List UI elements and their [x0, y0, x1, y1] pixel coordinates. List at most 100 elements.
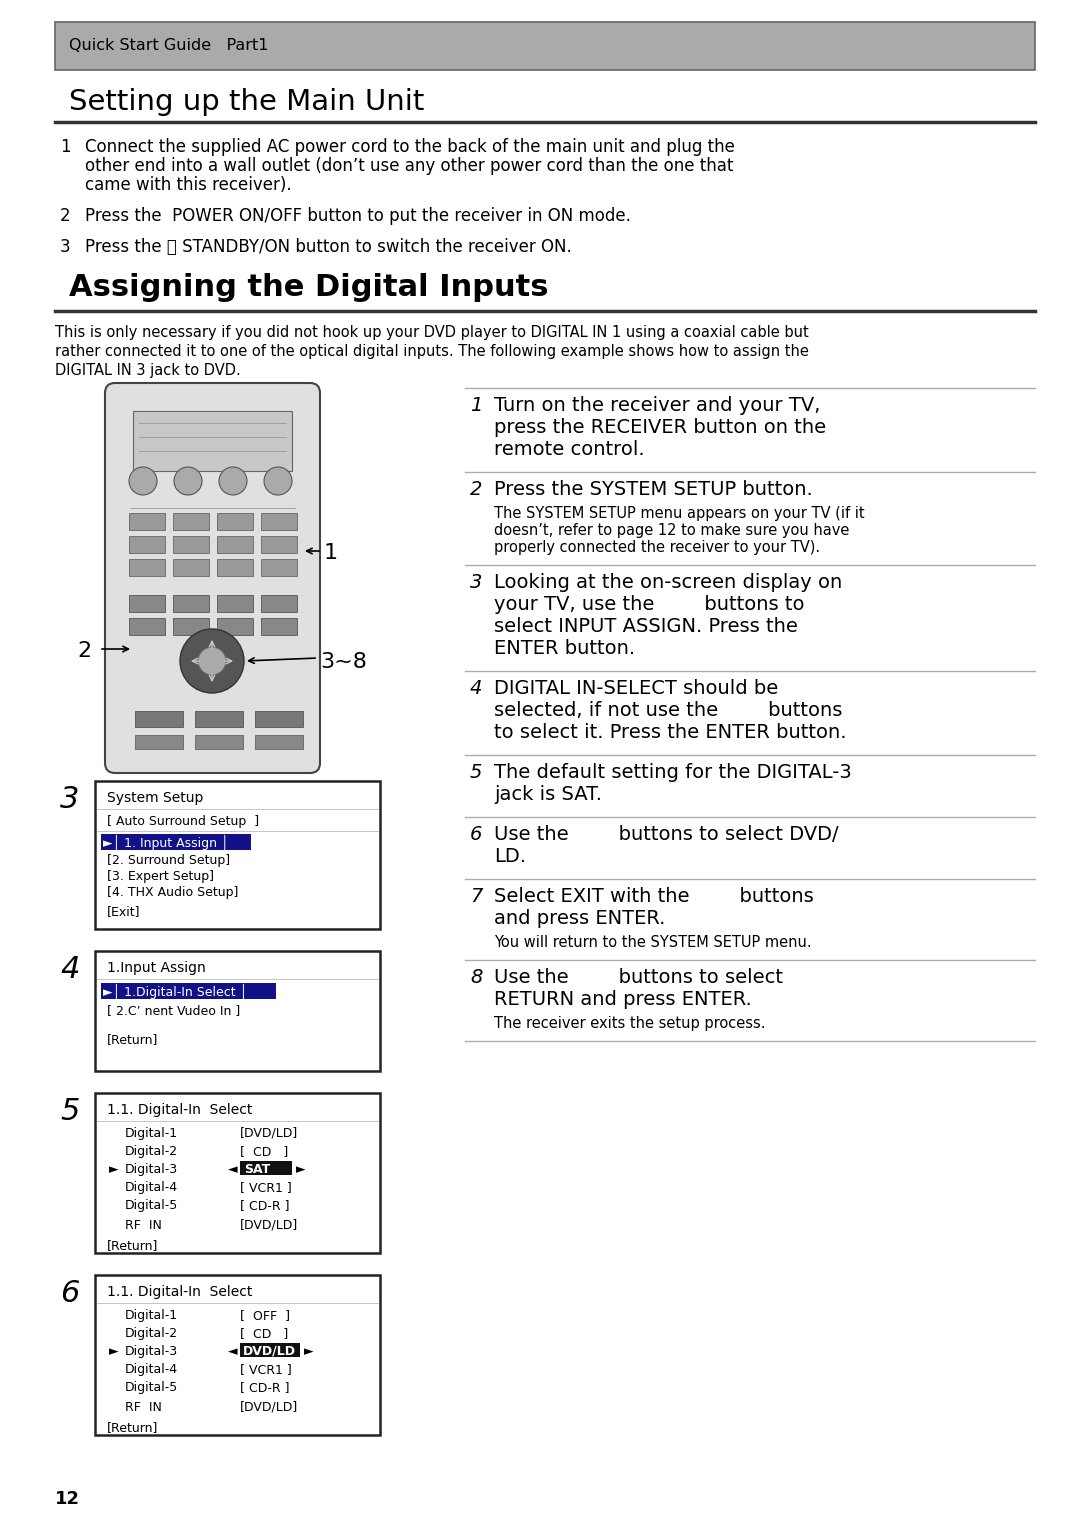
Bar [195, 736, 243, 749]
Text: 1: 1 [324, 543, 338, 563]
Text: your TV, use the        buttons to: your TV, use the buttons to [494, 595, 805, 613]
Text: The default setting for the DIGITAL-3: The default setting for the DIGITAL-3 [494, 763, 852, 781]
Text: [Return]: [Return] [107, 1421, 159, 1434]
Text: 6: 6 [470, 826, 483, 844]
Text: selected, if not use the        buttons: selected, if not use the buttons [494, 700, 842, 720]
Text: [4. THX Audio Setup]: [4. THX Audio Setup] [107, 887, 239, 899]
Bar [261, 536, 297, 552]
Bar [217, 536, 253, 552]
Text: DIGITAL IN 3 jack to DVD.: DIGITAL IN 3 jack to DVD. [55, 363, 241, 378]
Text: 1.1. Digital-In  Select: 1.1. Digital-In Select [107, 1103, 253, 1117]
Circle shape [129, 467, 157, 494]
Text: 3: 3 [60, 784, 79, 813]
Bar [261, 559, 297, 575]
Text: This is only necessary if you did not hook up your DVD player to DIGITAL IN 1 us: This is only necessary if you did not ho… [55, 325, 809, 340]
Text: [3. Expert Setup]: [3. Expert Setup] [107, 870, 214, 884]
Text: ►: ► [109, 1163, 119, 1177]
Text: Digital-2: Digital-2 [125, 1144, 178, 1158]
Text: RF  IN: RF IN [125, 1401, 162, 1415]
Text: [Return]: [Return] [107, 1033, 159, 1045]
Text: Looking at the on-screen display on: Looking at the on-screen display on [494, 572, 842, 592]
Text: properly connected the receiver to your TV).: properly connected the receiver to your … [494, 540, 820, 555]
Text: Digital-2: Digital-2 [125, 1328, 178, 1340]
Bar [240, 1161, 292, 1175]
Bar [102, 983, 276, 1000]
Text: 4: 4 [60, 955, 79, 984]
Text: to select it. Press the ENTER button.: to select it. Press the ENTER button. [494, 723, 847, 742]
Text: Press the  POWER ON/OFF button to put the receiver in ON mode.: Press the POWER ON/OFF button to put the… [85, 208, 631, 224]
Text: 3: 3 [60, 238, 70, 256]
Text: [ 2.C’ nent Vudeo In ]: [ 2.C’ nent Vudeo In ] [107, 1004, 240, 1016]
Text: ENTER button.: ENTER button. [494, 639, 635, 658]
Text: ►: ► [109, 1344, 119, 1358]
Bar [55, 21, 1035, 70]
Bar [135, 711, 183, 726]
Bar [195, 711, 243, 726]
Text: SAT: SAT [244, 1163, 270, 1177]
Circle shape [219, 467, 247, 494]
Bar [240, 1343, 300, 1357]
Text: ◄: ◄ [228, 1344, 238, 1358]
Bar [217, 618, 253, 635]
Text: LD.: LD. [494, 847, 526, 865]
Bar [133, 410, 292, 472]
Text: 7: 7 [470, 887, 483, 906]
Bar [129, 559, 165, 575]
Text: 1: 1 [470, 397, 483, 415]
Text: [ Auto Surround Setup  ]: [ Auto Surround Setup ] [107, 815, 259, 829]
Text: Digital-3: Digital-3 [125, 1344, 178, 1358]
Bar [255, 736, 303, 749]
Text: Digital-5: Digital-5 [125, 1199, 178, 1212]
Text: Digital-4: Digital-4 [125, 1181, 178, 1193]
Circle shape [180, 629, 244, 693]
Text: ◄: ◄ [228, 1163, 238, 1177]
Text: Digital-3: Digital-3 [125, 1163, 178, 1177]
Text: jack is SAT.: jack is SAT. [494, 784, 602, 804]
Text: 12: 12 [55, 1489, 80, 1508]
Text: 5: 5 [470, 763, 483, 781]
Text: Digital-1: Digital-1 [125, 1128, 178, 1140]
Text: [ CD-R ]: [ CD-R ] [240, 1381, 289, 1393]
Text: 2: 2 [60, 208, 70, 224]
Bar [95, 951, 380, 1071]
Text: 6: 6 [60, 1279, 79, 1308]
Text: came with this receiver).: came with this receiver). [85, 175, 292, 194]
Bar [129, 595, 165, 612]
Text: other end into a wall outlet (don’t use any other power cord than the one that: other end into a wall outlet (don’t use … [85, 157, 733, 175]
Text: ►: ► [296, 1163, 306, 1177]
Text: RF  IN: RF IN [125, 1219, 162, 1231]
Text: 2: 2 [77, 641, 91, 661]
Text: [DVD/LD]: [DVD/LD] [240, 1219, 298, 1231]
Bar [261, 618, 297, 635]
Bar [173, 513, 210, 530]
Bar [129, 536, 165, 552]
Text: Select EXIT with the        buttons: Select EXIT with the buttons [494, 887, 813, 906]
Bar [129, 513, 165, 530]
Circle shape [198, 647, 226, 674]
Text: rather connected it to one of the optical digital inputs. The following example : rather connected it to one of the optica… [55, 343, 809, 359]
Bar [173, 559, 210, 575]
Text: The receiver exits the setup process.: The receiver exits the setup process. [494, 1016, 766, 1032]
Text: Use the        buttons to select: Use the buttons to select [494, 967, 783, 987]
Text: 1.Input Assign: 1.Input Assign [107, 961, 206, 975]
Bar [95, 1276, 380, 1434]
Text: The SYSTEM SETUP menu appears on your TV (if it: The SYSTEM SETUP menu appears on your TV… [494, 507, 865, 520]
Text: Digital-4: Digital-4 [125, 1363, 178, 1376]
Bar [173, 536, 210, 552]
Circle shape [264, 467, 292, 494]
Text: [  CD   ]: [ CD ] [240, 1328, 288, 1340]
Bar [173, 618, 210, 635]
Text: [Return]: [Return] [107, 1239, 159, 1251]
Bar [217, 513, 253, 530]
Bar [135, 736, 183, 749]
Text: 8: 8 [470, 967, 483, 987]
Text: Assigning the Digital Inputs: Assigning the Digital Inputs [69, 273, 549, 302]
Text: [DVD/LD]: [DVD/LD] [240, 1128, 298, 1140]
Text: 3: 3 [470, 572, 483, 592]
Bar [261, 595, 297, 612]
Bar [217, 595, 253, 612]
Text: RETURN and press ENTER.: RETURN and press ENTER. [494, 990, 752, 1009]
Bar [255, 711, 303, 726]
Text: Use the        buttons to select DVD/: Use the buttons to select DVD/ [494, 826, 839, 844]
Text: [Exit]: [Exit] [107, 905, 140, 919]
